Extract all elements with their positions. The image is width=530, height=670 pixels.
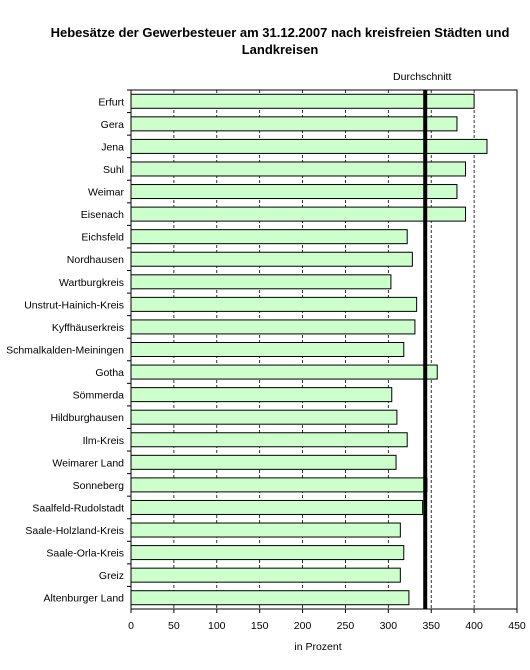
category-label: Ilm-Kreis — [83, 435, 124, 447]
category-label: Schmalkalden-Meiningen — [6, 345, 124, 357]
bar — [130, 138, 488, 154]
x-tick-label: 100 — [208, 620, 226, 632]
x-tick-label: 150 — [251, 620, 269, 632]
category-label: Hildburghausen — [50, 412, 124, 424]
bar — [130, 567, 401, 583]
category-label: Sömmerda — [73, 390, 125, 402]
x-tick-label: 0 — [128, 620, 134, 632]
bar — [130, 409, 398, 425]
x-tick-label: 400 — [465, 620, 483, 632]
bar — [130, 499, 424, 515]
chart-title: Hebesätze der Gewerbesteuer am 31.12.200… — [50, 25, 510, 57]
category-label: Jena — [101, 141, 124, 153]
x-tick-label: 350 — [422, 620, 440, 632]
x-tick-label: 250 — [337, 620, 355, 632]
bar — [130, 184, 458, 200]
category-label: Saale-Orla-Kreis — [46, 548, 124, 560]
bar — [130, 590, 410, 606]
bar — [130, 364, 438, 380]
category-label: Unstrut-Hainich-Kreis — [24, 299, 124, 311]
bar — [130, 274, 392, 290]
category-label: Gera — [101, 119, 125, 131]
bar — [130, 454, 397, 470]
category-label: Weimarer Land — [52, 457, 124, 469]
category-label: Saale-Holzland-Kreis — [25, 525, 124, 537]
category-label: Kyffhäuserkreis — [52, 322, 124, 334]
bar — [130, 387, 393, 403]
x-tick-label: 200 — [294, 620, 312, 632]
bar — [130, 251, 413, 267]
x-tick-label: 50 — [168, 620, 180, 632]
category-label: Eichsfeld — [81, 232, 124, 244]
category-label: Saalfeld-Rudolstadt — [32, 502, 124, 514]
category-label: Weimar — [88, 187, 124, 199]
average-label: Durchschnitt — [393, 71, 451, 83]
x-axis-label: in Prozent — [294, 641, 341, 653]
category-label: Sonneberg — [73, 480, 125, 492]
bar — [130, 342, 405, 357]
bar — [130, 522, 401, 538]
x-tick-label: 300 — [380, 620, 398, 632]
bar — [130, 93, 475, 109]
category-label: Eisenach — [81, 209, 124, 221]
bar — [130, 545, 405, 561]
bar — [130, 206, 467, 222]
category-label: Wartburgkreis — [59, 277, 124, 289]
bar — [130, 161, 467, 177]
category-label: Erfurt — [98, 96, 124, 108]
x-tick-label: 450 — [508, 620, 526, 632]
bar — [130, 229, 408, 245]
bar — [130, 477, 428, 493]
bar — [130, 432, 408, 448]
category-label: Suhl — [103, 164, 124, 176]
category-label: Gotha — [95, 367, 124, 379]
bar — [130, 319, 416, 335]
bar — [130, 296, 418, 312]
category-label: Altenburger Land — [43, 593, 124, 605]
bar — [130, 116, 458, 132]
category-label: Nordhausen — [67, 254, 124, 266]
category-label: Greiz — [99, 570, 124, 582]
